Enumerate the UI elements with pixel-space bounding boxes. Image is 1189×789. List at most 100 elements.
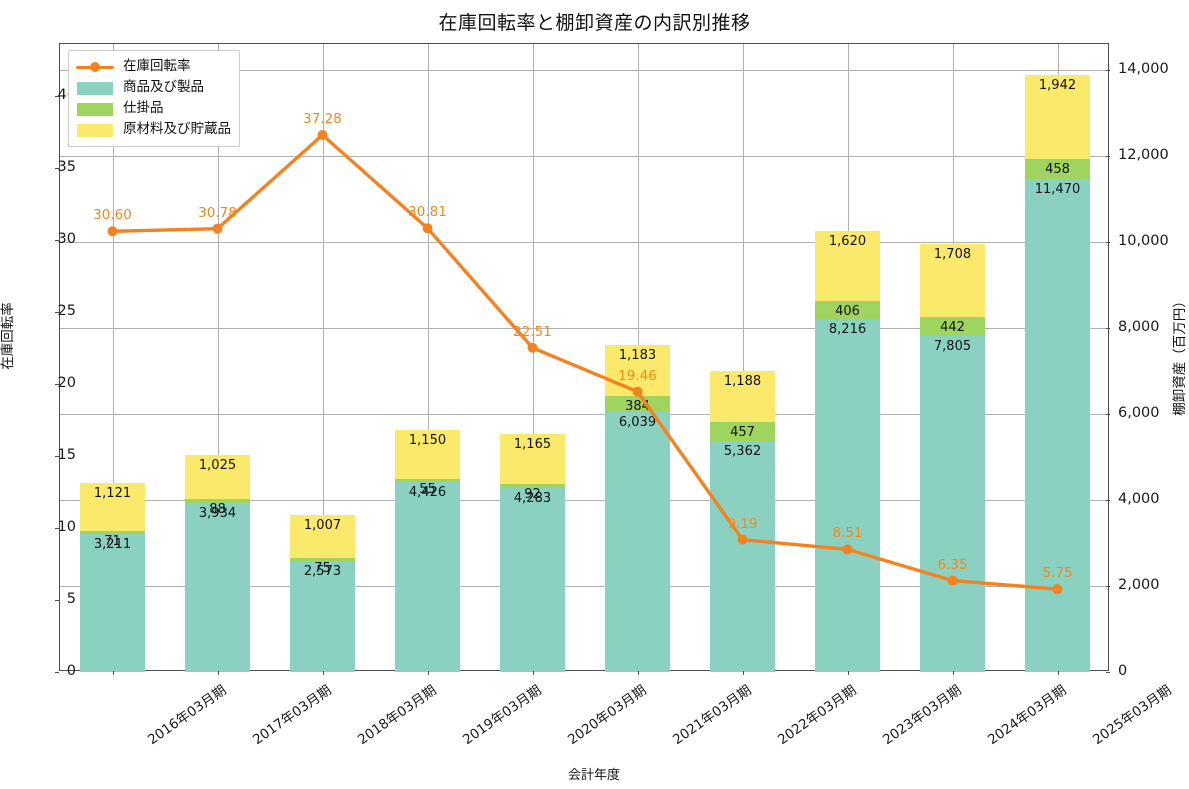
y-tick-label-left: 0 — [66, 663, 76, 679]
bar-segment[interactable] — [1024, 178, 1091, 672]
y-tick-label-right: 6,000 — [1118, 404, 1160, 421]
tickmark-x — [427, 671, 429, 675]
tickmark-x — [532, 671, 534, 675]
tickmark-x — [742, 671, 744, 675]
x-tick-label: 2022年03月期 — [774, 682, 860, 749]
tickmark-x — [112, 671, 114, 675]
x-tick-label: 2025年03月期 — [1089, 682, 1175, 749]
tickmark-right — [1106, 69, 1110, 71]
y-tick-label-right: 14,000 — [1118, 60, 1169, 77]
bar-value-label: 1,121 — [93, 485, 132, 501]
bar-value-label: 1,620 — [828, 234, 867, 250]
y-tick-label-left: 30 — [57, 230, 76, 247]
bar-value-label: 1,183 — [618, 347, 657, 363]
legend-item[interactable]: 仕掛品 — [76, 98, 231, 119]
legend-marker-icon — [90, 61, 100, 72]
chart-title: 在庫回転率と棚卸資産の内訳別推移 — [438, 12, 751, 34]
bar-segment[interactable] — [394, 479, 461, 482]
legend-color-swatch — [76, 81, 114, 95]
bar-segment[interactable] — [184, 502, 251, 672]
legend-item[interactable]: 商品及び製品 — [76, 77, 231, 98]
line-value-label: 37.28 — [303, 111, 342, 128]
bar-value-label: 88 — [209, 501, 226, 517]
y-tick-label-left: 20 — [57, 374, 76, 391]
tickmark-left — [55, 455, 59, 457]
tickmark-left — [55, 383, 59, 385]
y-tick-label-right: 0 — [1118, 663, 1128, 679]
tickmark-right — [1106, 413, 1110, 415]
bar-segment[interactable] — [604, 412, 671, 672]
bar-value-label: 1,188 — [723, 373, 762, 389]
bar-value-label: 6,039 — [618, 415, 657, 431]
x-tick-label: 2018年03月期 — [354, 682, 440, 749]
bar-value-label: 75 — [314, 561, 331, 577]
line-value-label: 5.75 — [1042, 565, 1073, 582]
bar-value-label: 384 — [625, 398, 650, 414]
bar-value-label: 1,150 — [408, 432, 447, 448]
tickmark-x — [637, 671, 639, 675]
line-value-label: 19.46 — [618, 367, 657, 384]
y-tick-label-right: 2,000 — [1118, 576, 1160, 593]
y-tick-label-left: 5 — [66, 590, 76, 607]
bar-value-label: 92 — [524, 486, 541, 502]
legend-swatch-fill — [77, 81, 113, 95]
x-tick-label: 2019年03月期 — [459, 682, 545, 749]
y-tick-label-left: 10 — [57, 518, 76, 535]
bar-value-label: 8,216 — [828, 321, 867, 337]
line-value-label: 30.60 — [93, 207, 132, 224]
legend-swatch-fill — [77, 123, 113, 137]
bar-segment[interactable] — [79, 533, 146, 672]
bar-segment[interactable] — [394, 481, 461, 672]
tickmark-x — [322, 671, 324, 675]
bar-value-label: 71 — [104, 533, 121, 549]
bar-value-label: 7,805 — [933, 339, 972, 355]
tickmark-x — [217, 671, 219, 675]
tickmark-left — [55, 95, 59, 97]
x-axis-label: 会計年度 — [567, 768, 621, 783]
chart-legend: 在庫回転率 商品及び製品 仕掛品 原材料及び貯蔵品 — [68, 50, 240, 147]
x-tick-label: 2017年03月期 — [249, 682, 335, 749]
tickmark-x — [1057, 671, 1059, 675]
bar-segment[interactable] — [709, 441, 776, 672]
bar-value-label: 1,942 — [1038, 78, 1077, 94]
bar-value-label: 1,007 — [303, 517, 342, 533]
legend-item[interactable]: 在庫回転率 — [76, 56, 231, 77]
x-tick-label: 2020年03月期 — [564, 682, 650, 749]
y-tick-label-right: 10,000 — [1118, 232, 1169, 249]
bar-segment[interactable] — [814, 318, 881, 672]
bar-value-label: 1,025 — [198, 457, 237, 473]
legend-color-swatch — [76, 123, 114, 137]
y-tick-label-right: 8,000 — [1118, 318, 1160, 335]
y-tick-label-left: 35 — [57, 158, 76, 175]
bar-value-label: 1,708 — [933, 246, 972, 262]
bar-value-label: 458 — [1045, 161, 1070, 177]
tickmark-right — [1106, 499, 1110, 501]
y-tick-label-right: 4,000 — [1118, 490, 1160, 507]
tickmark-left — [55, 599, 59, 601]
tickmark-x — [952, 671, 954, 675]
tickmark-left — [55, 167, 59, 169]
bar-value-label: 55 — [419, 482, 436, 498]
y-axis-right-label: 棚卸資産（百万円） — [1172, 294, 1188, 416]
legend-line-swatch — [76, 60, 114, 74]
tickmark-left — [55, 311, 59, 313]
tickmark-right — [1106, 241, 1110, 243]
tickmark-left — [55, 527, 59, 529]
legend-color-swatch — [76, 102, 114, 116]
bar-value-label: 5,362 — [723, 444, 762, 460]
bar-segment[interactable] — [499, 487, 566, 672]
bar-value-label: 442 — [940, 320, 965, 336]
tickmark-right — [1106, 672, 1110, 673]
x-tick-label: 2024年03月期 — [984, 682, 1070, 749]
tickmark-right — [1106, 585, 1110, 587]
legend-label: 原材料及び貯蔵品 — [123, 120, 231, 137]
line-value-label: 9.19 — [727, 515, 758, 532]
x-tick-label: 2023年03月期 — [879, 682, 965, 749]
y-tick-label-right: 12,000 — [1118, 146, 1169, 163]
legend-item[interactable]: 原材料及び貯蔵品 — [76, 119, 231, 140]
bar-segment[interactable] — [919, 336, 986, 672]
y-tick-label-left: 25 — [57, 302, 76, 319]
plot-area: 3,211 71 1,121 3,934 88 1,025 2,573 75 1,007 4,42… — [55, 43, 1110, 675]
tickmark-left — [55, 672, 59, 673]
